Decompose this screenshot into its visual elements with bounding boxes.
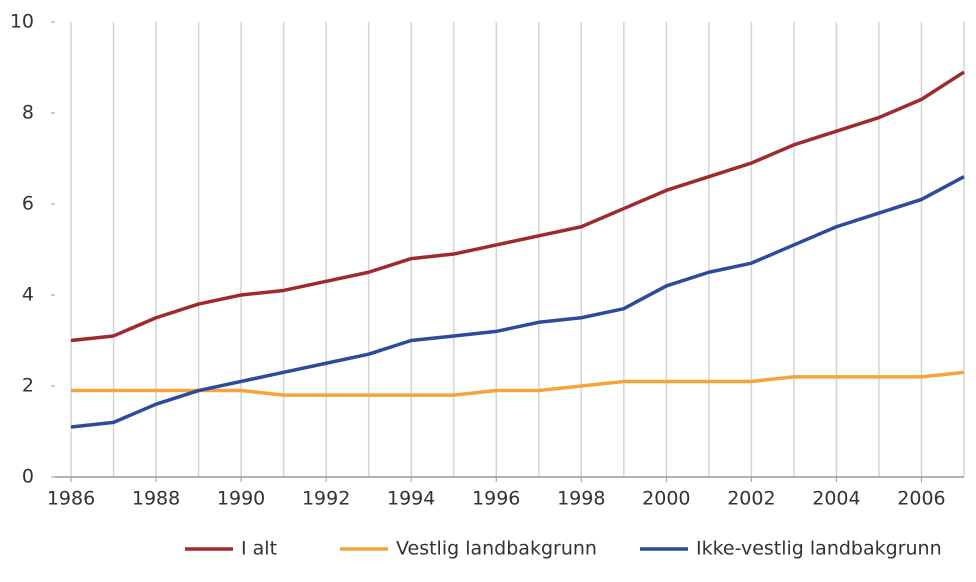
x-tick-label: 2002 [727, 488, 775, 510]
data-line [71, 370, 965, 397]
y-tick-label: 8 [22, 102, 34, 124]
legend-label: Vestlig landbakgrunn [396, 538, 597, 560]
y-tick-label: 10 [10, 11, 34, 33]
y-tick-label: 0 [22, 466, 34, 488]
y-tick-label: 6 [22, 193, 34, 215]
legend-label: Ikke-vestlig landbakgrunn [696, 538, 942, 560]
data-line [70, 70, 965, 343]
x-tick-label: 1986 [47, 488, 95, 510]
y-tick-label: 4 [22, 284, 34, 306]
x-tick-label: 1990 [217, 488, 265, 510]
x-tick-label: 1988 [132, 488, 180, 510]
y-tick-label: 2 [22, 375, 34, 397]
x-tick-label: 2006 [897, 488, 945, 510]
x-tick-label: 1996 [472, 488, 520, 510]
x-tick-label: 2004 [812, 488, 860, 510]
data-line [70, 175, 965, 429]
x-tick-label: 1994 [387, 488, 435, 510]
x-tick-label: 1998 [557, 488, 605, 510]
legend-label: I alt [241, 538, 277, 560]
x-tick-label: 2000 [642, 488, 690, 510]
x-tick-label: 1992 [302, 488, 350, 510]
